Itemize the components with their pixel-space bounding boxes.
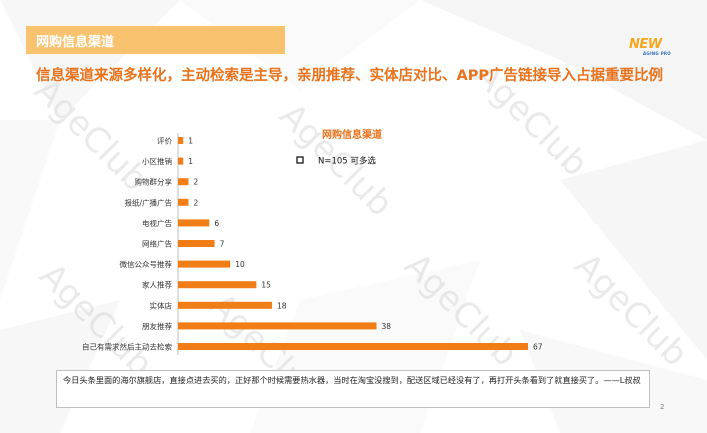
value-label-3: 2 bbox=[193, 198, 198, 207]
category-label-4: 电视广告 bbox=[142, 218, 172, 228]
value-label-9: 38 bbox=[382, 322, 392, 331]
value-label-5: 7 bbox=[220, 240, 225, 249]
value-label-10: 67 bbox=[533, 343, 543, 352]
category-label-3: 报纸/广播广告 bbox=[124, 197, 172, 207]
legend-text: N=105 可多选 bbox=[318, 156, 376, 167]
value-label-6: 10 bbox=[235, 260, 245, 269]
quote-box: 今日头条里面的海尔旗舰店，直接点进去买的，正好那个时候需要热水器，当时在淘宝没搜… bbox=[56, 370, 650, 408]
bar-8 bbox=[178, 301, 273, 309]
category-label-10: 自己有需求然后主动去检索 bbox=[82, 342, 172, 352]
section-title: 网购信息渠道 bbox=[36, 35, 115, 50]
headline: 信息渠道来源多样化，主动检索是主导，亲朋推荐、实体店对比、APP广告链接导入占据… bbox=[36, 68, 663, 84]
category-label-0: 评价 bbox=[157, 137, 172, 146]
logo-subtext: AGING PRO bbox=[643, 51, 672, 56]
category-label-7: 家人推荐 bbox=[142, 280, 172, 290]
category-label-2: 购物群分享 bbox=[135, 177, 173, 187]
bar-6 bbox=[178, 260, 231, 268]
brand-logo: NEW AGING PRO bbox=[629, 37, 671, 59]
legend-marker bbox=[296, 156, 304, 164]
chart-title: 网购信息渠道 bbox=[322, 128, 382, 141]
category-label-6: 微信公众号推荐 bbox=[120, 259, 173, 269]
quote-text: 今日头条里面的海尔旗舰店，直接点进去买的，正好那个时候需要热水器，当时在淘宝没搜… bbox=[63, 375, 641, 385]
section-header: 网购信息渠道 bbox=[26, 26, 285, 54]
page-number: 2 bbox=[660, 403, 665, 411]
bar-2 bbox=[178, 178, 189, 186]
category-label-9: 朋友推荐 bbox=[142, 321, 172, 331]
bar-3 bbox=[178, 198, 189, 206]
category-label-8: 实体店 bbox=[150, 300, 173, 310]
value-label-0: 1 bbox=[188, 137, 193, 146]
bar-9 bbox=[178, 322, 377, 330]
bar-5 bbox=[178, 240, 215, 247]
value-label-1: 1 bbox=[188, 157, 193, 166]
value-label-7: 15 bbox=[261, 281, 271, 290]
bar-1 bbox=[178, 157, 184, 165]
category-label-1: 小区推销 bbox=[142, 156, 172, 166]
bar-4 bbox=[178, 219, 210, 227]
logo-text: NEW bbox=[629, 37, 662, 52]
value-label-4: 6 bbox=[214, 219, 219, 228]
bar-0 bbox=[178, 137, 184, 144]
bar-7 bbox=[178, 281, 257, 289]
bar-10 bbox=[178, 343, 528, 350]
value-label-2: 2 bbox=[193, 178, 198, 187]
category-label-5: 网络广告 bbox=[142, 239, 172, 249]
value-label-8: 18 bbox=[277, 301, 287, 310]
